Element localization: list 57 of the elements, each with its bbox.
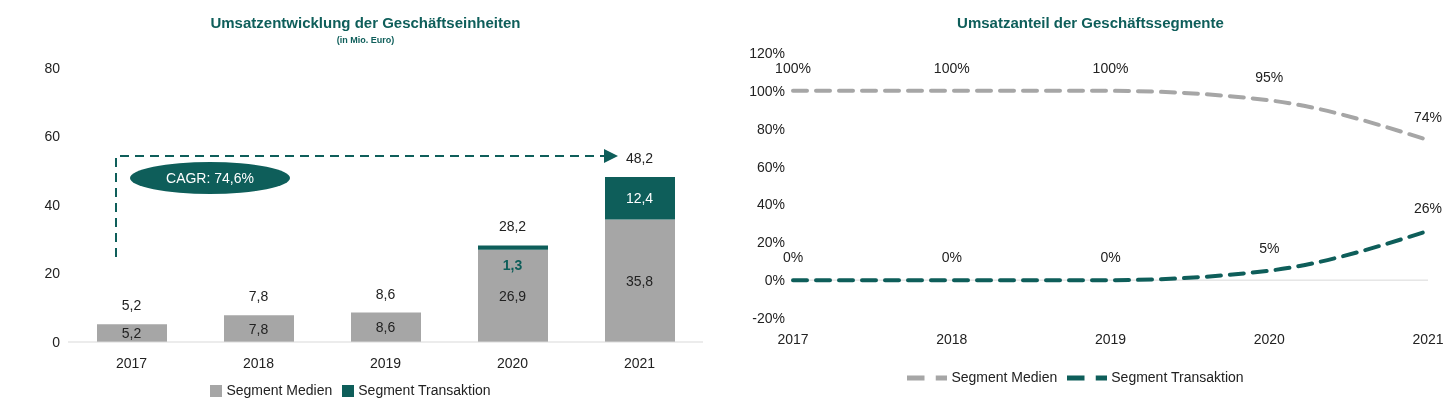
data-label: 100% (1092, 59, 1129, 76)
legend-label: Segment Transaktion (358, 382, 491, 398)
data-label: 95% (1255, 69, 1284, 86)
legend-label: Segment Medien (226, 382, 333, 398)
x-tick-label: 2021 (1412, 330, 1444, 347)
data-label: 8,6 (375, 319, 396, 336)
chart-title: Umsatzentwicklung der Geschäftseinheiten (209, 14, 522, 31)
total-label: 28,2 (498, 218, 527, 235)
x-tick-label: 2021 (623, 354, 656, 371)
data-label: 0% (1100, 249, 1121, 266)
y-tick-label: 20% (756, 234, 785, 251)
data-label: 7,8 (248, 320, 269, 337)
x-tick-label: 2020 (496, 354, 529, 371)
y-tick-label: 40 (44, 196, 61, 213)
data-label: 12,4 (625, 190, 654, 207)
y-tick-label: 60 (44, 128, 61, 145)
y-tick-label: 40% (756, 196, 785, 213)
x-tick-label: 2018 (242, 354, 275, 371)
data-label: 26,9 (498, 287, 527, 304)
chart-title: Umsatzanteil der Geschäftssegmente (956, 14, 1225, 31)
x-tick-label: 2019 (369, 354, 402, 371)
x-tick-label: 2020 (1253, 330, 1286, 347)
y-tick-label: 80% (756, 120, 785, 137)
total-label: 48,2 (625, 149, 654, 166)
bar (605, 176, 675, 220)
x-tick-label: 2019 (1094, 330, 1127, 347)
y-tick-label: 100% (749, 82, 785, 99)
data-label: 1,3 (502, 256, 523, 273)
y-tick-label: 60% (756, 158, 785, 175)
bar (478, 245, 548, 250)
legend-label: Segment Medien (951, 368, 1058, 385)
y-tick-label: -20% (752, 309, 785, 326)
x-tick-label: 2018 (936, 330, 968, 347)
y-tick-label: 20 (44, 265, 61, 282)
y-tick-label: 80 (44, 59, 61, 76)
data-label: 35,8 (625, 272, 654, 289)
data-label: 100% (933, 59, 970, 76)
data-label: 74% (1413, 109, 1443, 126)
bar (224, 315, 294, 342)
x-tick-label: 2017 (115, 354, 148, 371)
legend-label: Segment Transaktion (1111, 368, 1244, 385)
x-tick-label: 2017 (777, 330, 809, 347)
data-label: 0% (782, 249, 804, 266)
data-label: 5,2 (121, 325, 142, 342)
chart-subtitle: (in Mio. Euro) (335, 35, 396, 45)
total-label: 5,2 (121, 297, 142, 314)
data-label: 5% (1259, 239, 1280, 256)
total-label: 8,6 (375, 285, 396, 302)
y-tick-label: 0% (764, 272, 785, 289)
data-label: 26% (1413, 199, 1443, 216)
bar (605, 219, 675, 342)
data-label: 100% (775, 59, 811, 76)
data-label: 0% (941, 249, 962, 266)
y-tick-label: 0 (52, 333, 61, 350)
total-label: 7,8 (248, 288, 269, 305)
y-tick-label: 120% (749, 44, 785, 61)
bar (478, 249, 548, 342)
